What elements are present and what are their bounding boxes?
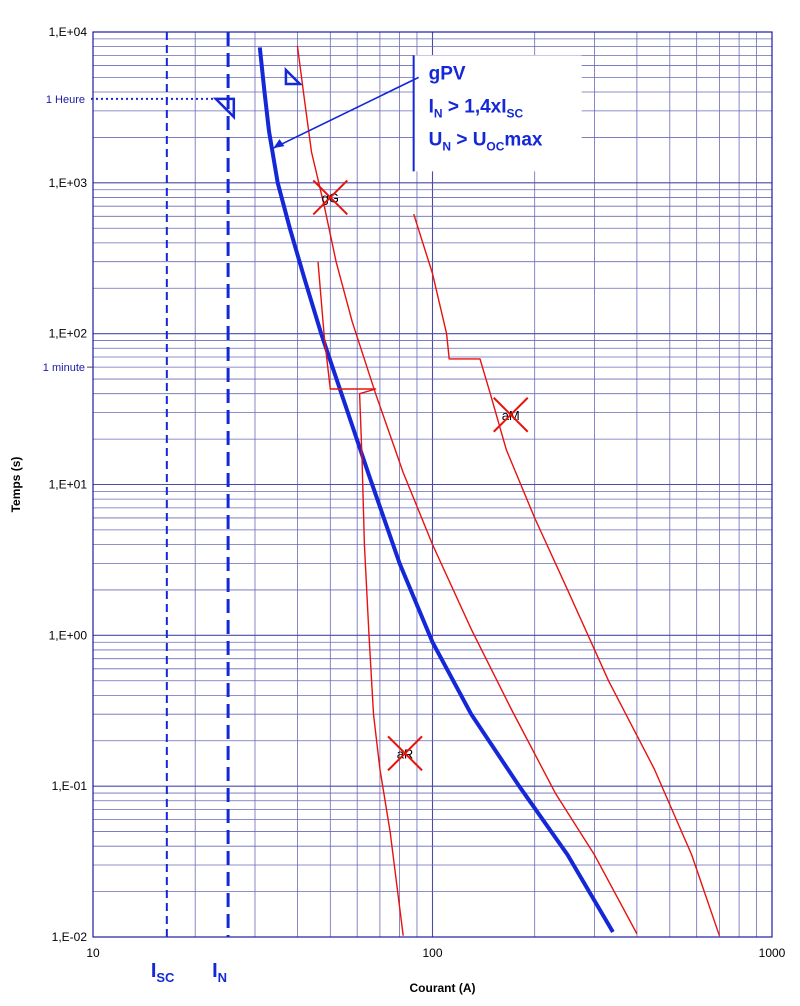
x-tick-label: 100	[422, 946, 442, 960]
x-tick-labels: 10 100 1000	[86, 946, 785, 960]
time-marker-label: 1 Heure	[46, 94, 85, 106]
callout-box	[413, 55, 582, 172]
plot-frame	[92, 31, 773, 938]
callout-title: gPV	[429, 63, 466, 84]
time-marker-label: 1 minute	[43, 362, 85, 374]
callout-line-un: UN > UOCmax	[429, 129, 543, 153]
cross-mark	[493, 397, 529, 433]
grid	[93, 32, 772, 937]
y-tick-label: 1,E+04	[49, 25, 88, 39]
y-tick-label: 1,E+00	[49, 628, 88, 642]
series-gg-curve	[296, 45, 638, 935]
cross-mark	[312, 179, 349, 216]
crossed-out-labels: gGaMaR	[312, 179, 529, 772]
time-markers: 1 Heure 1 minute	[43, 94, 223, 374]
triangle-marker	[284, 66, 303, 86]
y-tick-label: 1,E+01	[49, 478, 88, 492]
series-am-curve	[413, 213, 721, 936]
y-axis-title: Temps (s)	[9, 457, 23, 513]
triangle-marker	[212, 97, 236, 120]
series-curves	[257, 45, 721, 936]
x-tick-label: 1000	[759, 946, 786, 960]
x-tick-label: 10	[86, 946, 100, 960]
series-gpv-curve	[257, 47, 615, 934]
y-tick-label: 1,E-02	[52, 930, 88, 944]
y-tick-labels: 1,E+04 1,E+03 1,E+02 1,E+01 1,E+00 1,E-01 1,E-…	[49, 25, 88, 944]
cross-mark	[387, 735, 423, 772]
callout-arrowhead	[273, 139, 285, 149]
x-axis-title: Courant (A)	[410, 981, 476, 995]
y-tick-label: 1,E-01	[52, 779, 88, 793]
series-ar-curve	[317, 261, 404, 936]
y-tick-label: 1,E+03	[49, 176, 88, 190]
y-tick-label: 1,E+02	[49, 327, 88, 341]
callout-arrow-line	[273, 76, 420, 149]
